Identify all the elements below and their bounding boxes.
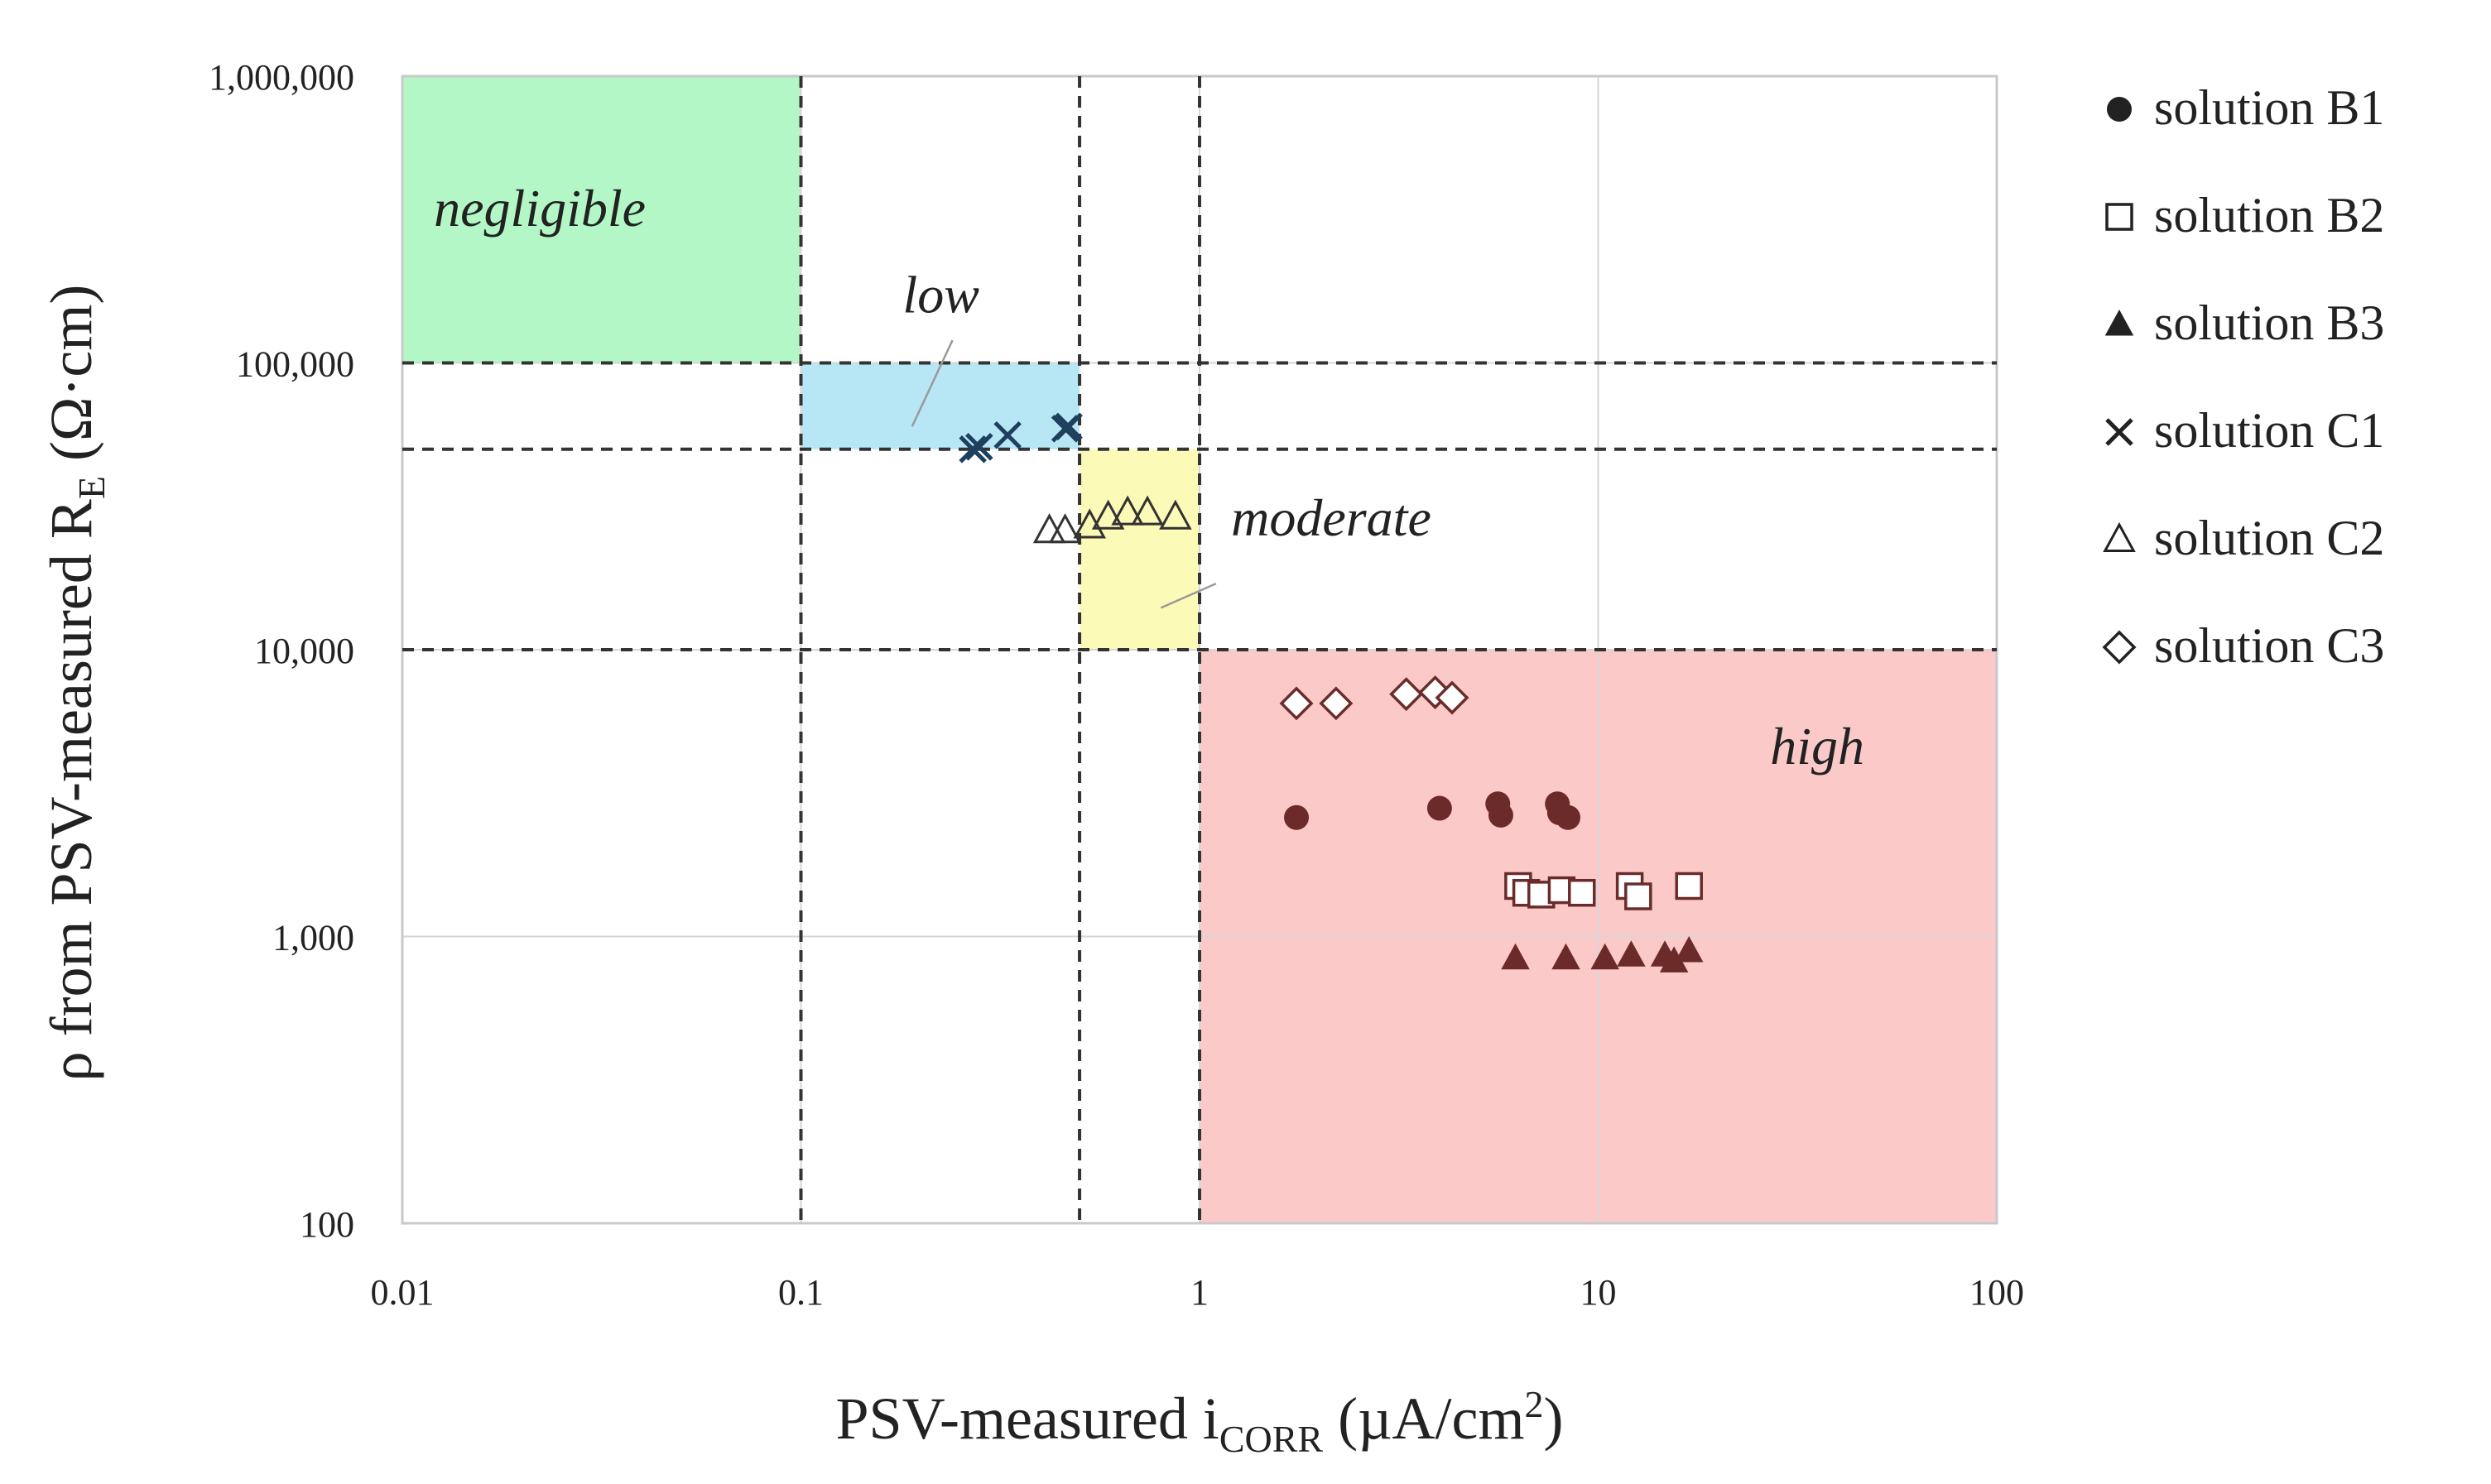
zone-label-moderate: moderate bbox=[1231, 488, 1431, 547]
data-point-solution-c3 bbox=[1279, 686, 1314, 721]
legend: solution B1 solution B2 solution B3 solutio… bbox=[2102, 80, 2384, 673]
y-tick-labels: 100 1,000 10,000 100,000 1,000,000 bbox=[209, 57, 354, 1245]
points-layer bbox=[959, 412, 1704, 973]
data-point-solution-b3 bbox=[1659, 946, 1689, 973]
x-axis-title-end: ) bbox=[1544, 1386, 1564, 1452]
data-point-solution-c2 bbox=[1111, 495, 1144, 526]
data-point-solution-c2 bbox=[1048, 513, 1082, 544]
x-axis-title-sub: CORR bbox=[1219, 1418, 1324, 1460]
y-tick-label: 1,000,000 bbox=[209, 57, 354, 98]
legend-item-solution-b1: solution B1 bbox=[2107, 80, 2384, 135]
series-solution-b2 bbox=[1504, 872, 1703, 910]
zone-pointer-low bbox=[911, 339, 954, 427]
legend-marker bbox=[2105, 418, 2133, 446]
zone-label-low: low bbox=[902, 265, 979, 324]
data-point-solution-c3 bbox=[1435, 680, 1469, 715]
x-axis-title-tail: (µA/cm bbox=[1323, 1386, 1524, 1452]
legend-item-solution-b3: solution B3 bbox=[2104, 295, 2384, 350]
data-point-solution-b3 bbox=[1674, 936, 1704, 963]
y-axis-title-main: ρ from PSV-measured R bbox=[38, 499, 104, 1081]
legend-marker bbox=[2102, 630, 2137, 665]
y-tick-label: 1,000 bbox=[272, 918, 354, 958]
series-solution-b1 bbox=[1284, 791, 1581, 830]
x-axis-title-main: PSV-measured i bbox=[836, 1386, 1219, 1452]
y-tick-label: 100 bbox=[300, 1204, 354, 1245]
data-point-solution-b2 bbox=[1568, 878, 1596, 907]
x-axis-title-sup: 2 bbox=[1525, 1383, 1544, 1425]
data-point-solution-c1 bbox=[1055, 412, 1083, 441]
legend-label: solution B1 bbox=[2154, 80, 2384, 135]
data-point-solution-b3 bbox=[1551, 943, 1580, 970]
legend-marker bbox=[2107, 97, 2132, 122]
series-solution-b3 bbox=[1501, 936, 1704, 973]
legend-label: solution C2 bbox=[2154, 511, 2384, 565]
data-point-solution-c2 bbox=[1091, 499, 1125, 530]
x-axis-title: PSV-measured iCORR (µA/cm2) bbox=[836, 1383, 1564, 1460]
x-tick-label: 1 bbox=[1190, 1272, 1209, 1313]
data-point-solution-c3 bbox=[1319, 686, 1354, 721]
x-tick-labels: 0.01 0.1 1 10 100 bbox=[371, 1272, 2025, 1313]
zone-label-layer: negligible low moderate high bbox=[434, 179, 1864, 776]
data-point-solution-c1 bbox=[965, 433, 993, 461]
legend-label: solution B3 bbox=[2154, 295, 2384, 350]
data-point-solution-b2 bbox=[1675, 872, 1703, 900]
zone-pointer-moderate bbox=[1160, 583, 1217, 609]
x-tick-label: 0.1 bbox=[778, 1272, 824, 1313]
series-solution-c2 bbox=[1032, 495, 1192, 544]
zone-low bbox=[801, 363, 1080, 449]
y-tick-label: 100,000 bbox=[236, 344, 354, 385]
data-point-solution-c1 bbox=[959, 435, 987, 463]
data-point-solution-b3 bbox=[1501, 943, 1530, 970]
data-point-solution-b1 bbox=[1556, 804, 1581, 830]
data-point-solution-c2 bbox=[1159, 499, 1192, 530]
legend-marker bbox=[2103, 521, 2136, 552]
legend-label: solution C1 bbox=[2154, 403, 2384, 458]
threshold-layer bbox=[402, 76, 1997, 1223]
data-point-solution-c3 bbox=[1389, 677, 1424, 712]
data-point-solution-c1 bbox=[993, 420, 1022, 449]
legend-marker bbox=[2105, 203, 2133, 231]
legend-label: solution B2 bbox=[2154, 188, 2384, 243]
x-tick-label: 100 bbox=[1969, 1272, 2024, 1313]
x-tick-label: 0.01 bbox=[371, 1272, 435, 1313]
y-axis-title-tail: (Ω·cm) bbox=[38, 285, 104, 476]
data-point-solution-c2 bbox=[1032, 513, 1066, 544]
data-point-solution-c2 bbox=[1131, 495, 1164, 526]
y-axis-title-sub: E bbox=[70, 476, 113, 499]
legend-item-solution-c2: solution C2 bbox=[2103, 511, 2384, 565]
legend-marker bbox=[2104, 310, 2134, 336]
series-solution-c3 bbox=[1279, 675, 1469, 721]
data-point-solution-b1 bbox=[1284, 804, 1310, 830]
zone-negligible bbox=[402, 76, 801, 363]
data-point-solution-b3 bbox=[1590, 943, 1619, 970]
legend-label: solution C3 bbox=[2154, 618, 2384, 673]
y-axis-title: ρ from PSV-measured RE (Ω·cm) bbox=[38, 285, 113, 1082]
zone-label-high: high bbox=[1770, 717, 1864, 776]
legend-item-solution-c3: solution C3 bbox=[2102, 618, 2384, 673]
legend-item-solution-b2: solution B2 bbox=[2105, 188, 2384, 243]
data-point-solution-b1 bbox=[1488, 802, 1513, 828]
legend-item-solution-c1: solution C1 bbox=[2105, 403, 2384, 458]
data-point-solution-b1 bbox=[1426, 795, 1452, 821]
data-point-solution-b3 bbox=[1617, 940, 1646, 967]
x-tick-label: 10 bbox=[1580, 1272, 1617, 1313]
series-solution-c1 bbox=[959, 412, 1083, 463]
y-tick-label: 10,000 bbox=[254, 631, 354, 671]
zone-label-negligible: negligible bbox=[434, 179, 646, 238]
zone-moderate bbox=[1080, 449, 1200, 650]
data-point-solution-b2 bbox=[1624, 882, 1652, 910]
